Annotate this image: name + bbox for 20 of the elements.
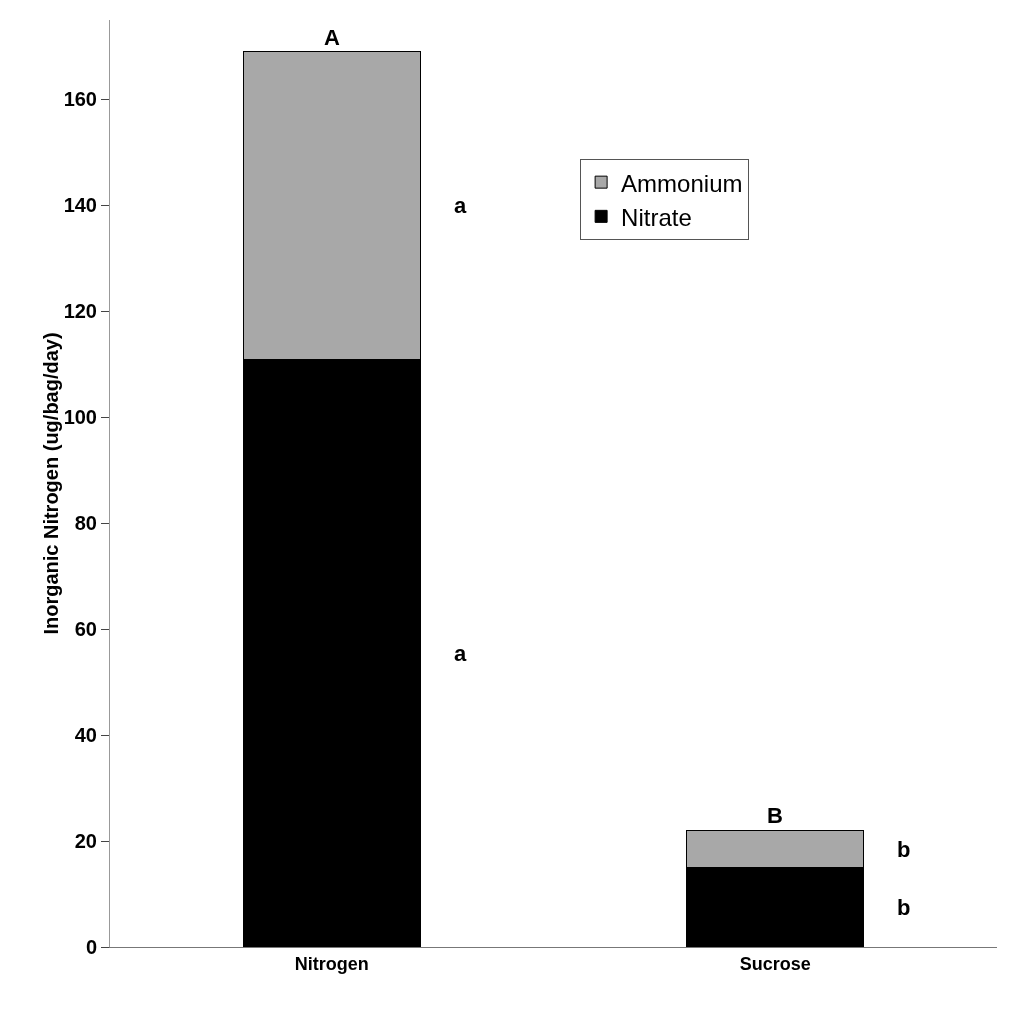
x-tick-label: Sucrose: [739, 953, 811, 974]
y-tick-label: 20: [74, 830, 97, 853]
legend-label: Ammonium: [621, 169, 743, 197]
y-tick-label: 120: [63, 300, 97, 323]
annotation: a: [454, 193, 467, 218]
y-tick-label: 60: [74, 618, 97, 641]
x-tick-label: Nitrogen: [294, 953, 369, 974]
y-tick-label: 80: [74, 512, 97, 535]
y-tick-label: 100: [63, 406, 97, 429]
y-tick-label: 160: [63, 88, 97, 111]
legend-label: Nitrate: [621, 203, 692, 231]
annotation: A: [324, 25, 340, 50]
annotation: B: [767, 803, 783, 828]
y-tick-label: 40: [74, 724, 97, 747]
y-tick-label: 140: [63, 194, 97, 217]
annotation: b: [897, 895, 911, 920]
annotation: b: [897, 837, 911, 862]
y-axis-title: Inorganic Nitrogen (ug/bag/day): [39, 332, 62, 635]
annotation: a: [454, 641, 467, 666]
y-tick-label: 0: [85, 936, 97, 958]
